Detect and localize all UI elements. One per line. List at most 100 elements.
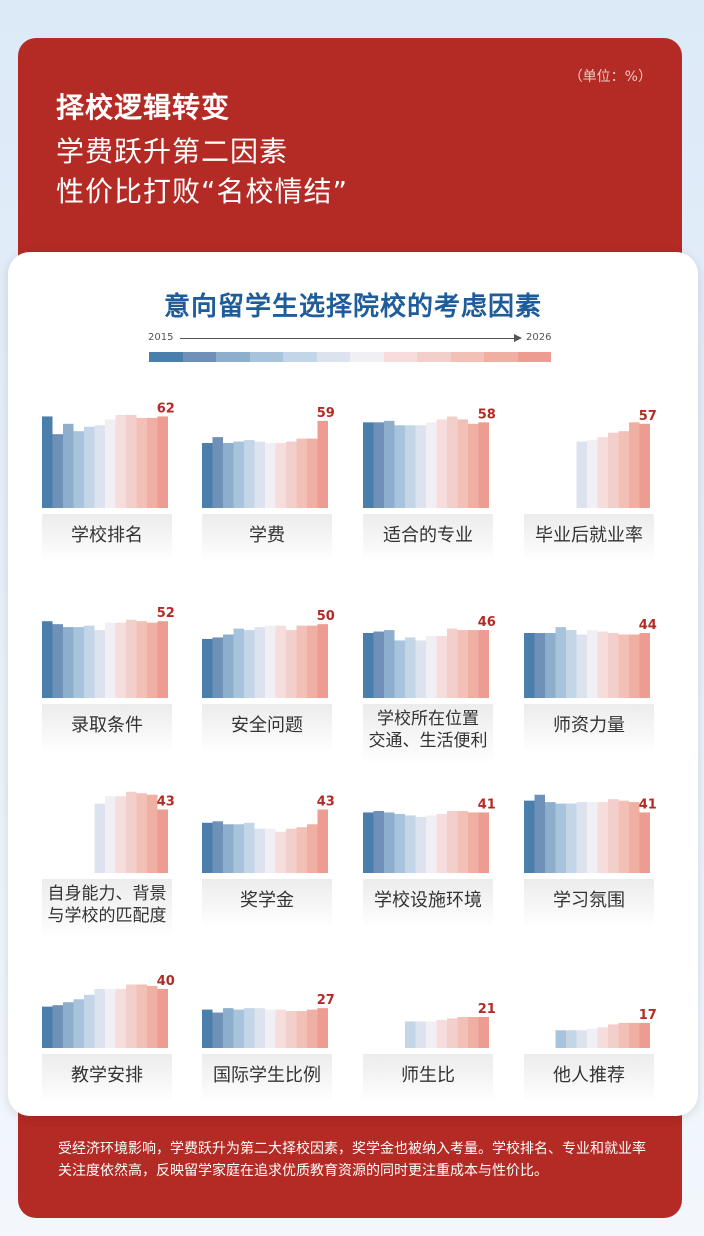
factor-bar: [545, 633, 556, 698]
factor-bar: [296, 1011, 307, 1048]
factor-bar: [457, 810, 468, 873]
factor-bar: [94, 425, 105, 508]
factor-label: 奖学金: [202, 879, 332, 927]
factor-panel: 41 学习氛围: [524, 767, 657, 937]
legend-swatch: [249, 352, 283, 362]
factor-bar: [94, 803, 105, 873]
factor-bar: [212, 437, 223, 508]
factor-bar: [105, 622, 116, 698]
factor-bar: [587, 630, 598, 698]
factor-bar: [244, 630, 255, 698]
factor-bar: [587, 802, 598, 873]
factor-bar: [94, 630, 105, 698]
factor-bar: [105, 988, 116, 1048]
factor-bar: [202, 443, 213, 508]
factor-bar: [126, 984, 137, 1048]
factor-label: 学校所在位置 交通、生活便利: [363, 704, 493, 764]
footer-note: 受经济环境影响，学费跃升为第二大择校因素，奖学金也被纳入考量。学校排名、专业和就…: [58, 1141, 646, 1179]
factor-bar: [115, 414, 126, 508]
factor-bar: [254, 1008, 265, 1048]
factor-bar: [233, 1009, 244, 1048]
factor-bar: [307, 438, 318, 508]
factor-bar: [426, 1021, 437, 1048]
factor-value-label: 59: [317, 406, 335, 421]
factor-bar: [447, 810, 458, 873]
factor-bar: [576, 634, 587, 698]
factor-bar: [307, 625, 318, 698]
factor-panel: 43 自身能力、背景 与学校的匹配度: [42, 767, 175, 939]
factor-bar: [115, 988, 126, 1048]
factor-bar: [426, 815, 437, 873]
factor-bar-chart: 43: [94, 791, 175, 873]
chart-title: 意向留学生选择院校的考虑因素: [163, 292, 542, 322]
factor-label-line: 录取条件: [71, 715, 143, 736]
factor-bar: [286, 828, 297, 873]
factor-bar: [202, 822, 213, 873]
factor-bar: [275, 443, 286, 508]
factor-bar: [394, 813, 405, 873]
factor-bar: [468, 423, 479, 508]
unit-label: （单位：%）: [568, 69, 652, 85]
factor-bar: [436, 813, 447, 873]
factor-bar: [126, 619, 137, 698]
factor-bar-chart: 17: [555, 1008, 657, 1048]
factor-bar: [426, 422, 437, 508]
factor-bar-chart: 58: [363, 407, 496, 508]
factor-bar: [157, 809, 168, 873]
factor-label-line: 教学安排: [71, 1065, 143, 1086]
factor-bar: [317, 420, 328, 508]
legend-start-year: 2015: [148, 332, 174, 343]
legend-swatch: [182, 352, 216, 362]
factor-bar: [223, 1008, 234, 1048]
factor-bar: [436, 1019, 447, 1048]
factor-label-line: 与学校的匹配度: [47, 906, 167, 926]
factor-bar: [597, 802, 608, 873]
factor-label-line: 学校设施环境: [374, 890, 482, 911]
legend-swatch: [450, 352, 484, 362]
factor-value-label: 43: [317, 794, 335, 809]
factor-bar: [147, 417, 158, 508]
factor-bar: [363, 633, 374, 698]
factor-value-label: 41: [639, 797, 657, 812]
factor-bar: [415, 425, 426, 508]
factor-label: 师生比: [363, 1054, 493, 1102]
factor-label: 学费: [202, 514, 332, 562]
factor-label-line: 安全问题: [231, 715, 303, 736]
factor-value-label: 41: [478, 797, 496, 812]
factor-bar: [73, 999, 84, 1048]
factor-label-line: 师生比: [401, 1065, 455, 1086]
factor-bar: [212, 1012, 223, 1048]
factor-bar: [265, 443, 276, 508]
legend-arrow-icon: [514, 334, 522, 342]
factor-value-label: 21: [478, 1002, 496, 1017]
factor-bar-chart: 43: [202, 794, 335, 873]
factor-bar: [244, 822, 255, 873]
factor-bar: [576, 1030, 587, 1048]
factor-bar: [307, 824, 318, 873]
factor-bar: [136, 793, 147, 873]
factor-bar: [608, 633, 619, 698]
factor-bar: [244, 440, 255, 508]
factor-panel: 27 国际学生比例: [202, 942, 335, 1112]
factor-bar: [296, 438, 307, 508]
factor-bar: [52, 624, 63, 698]
factor-panel: 46 学校所在位置 交通、生活便利: [363, 592, 496, 764]
factor-bar: [639, 1022, 650, 1048]
factor-bar: [587, 1028, 598, 1048]
factor-bar: [212, 821, 223, 873]
legend-swatch: [316, 352, 350, 362]
factor-bar: [618, 1022, 629, 1048]
factor-bar-chart: 41: [524, 794, 657, 873]
factor-bar: [629, 422, 640, 508]
factor-bar: [115, 796, 126, 873]
headline-sub-2: 性价比打败“名校情结”: [56, 175, 349, 208]
factor-bar: [126, 791, 137, 873]
factor-bar: [254, 828, 265, 873]
factor-bar: [426, 635, 437, 698]
factor-bar: [534, 633, 545, 698]
factor-bar-chart: 46: [363, 615, 496, 698]
factor-bar: [223, 443, 234, 508]
legend-swatch: [216, 352, 250, 362]
legend-swatch: [383, 352, 417, 362]
factor-bar: [405, 425, 416, 508]
